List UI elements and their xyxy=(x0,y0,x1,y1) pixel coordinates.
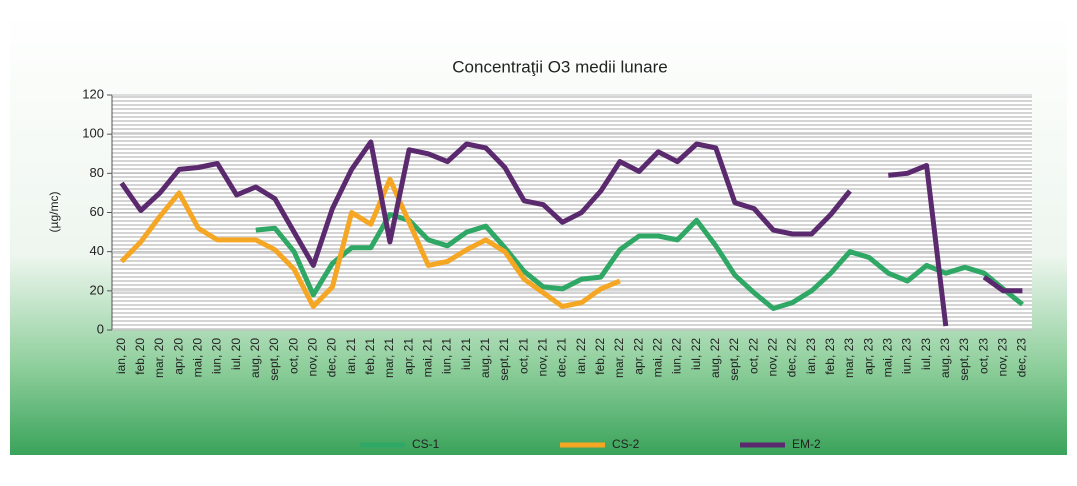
x-tick-label: sept, 23 xyxy=(957,338,971,381)
x-tick-label: oct, 20 xyxy=(286,338,300,374)
x-tick-label: mai, 20 xyxy=(190,338,204,378)
y-tick-label: 80 xyxy=(90,165,104,180)
x-tick-label: aug, 20 xyxy=(248,338,262,378)
x-tick-label: nov, 22 xyxy=(765,338,779,377)
x-tick-label: oct, 23 xyxy=(976,338,990,374)
x-tick-label: feb, 22 xyxy=(593,338,607,375)
x-tick-label: feb, 23 xyxy=(823,338,837,375)
series-line xyxy=(255,212,1024,311)
legend-label: CS-1 xyxy=(412,437,440,451)
x-tick-label: dec, 21 xyxy=(555,338,569,378)
x-tick-label: nov, 20 xyxy=(305,338,319,377)
x-tick-label: aug, 23 xyxy=(938,338,952,378)
series-line xyxy=(119,176,621,309)
x-tick-label: feb, 21 xyxy=(363,338,377,375)
x-tick-label: dec, 23 xyxy=(1015,338,1029,378)
x-tick-label: iun, 23 xyxy=(900,338,914,374)
x-tick-label: ian, 21 xyxy=(344,338,358,374)
x-tick-label: iul, 22 xyxy=(689,338,703,370)
y-tick-label: 20 xyxy=(90,282,104,297)
x-tick-label: apr, 20 xyxy=(171,338,185,375)
y-tick-label: 60 xyxy=(90,204,104,219)
x-tick-label: mar, 22 xyxy=(612,338,626,378)
x-tick-label: ian, 20 xyxy=(114,338,128,374)
x-tick-label: aug, 22 xyxy=(708,338,722,378)
legend-label: CS-2 xyxy=(612,437,640,451)
x-tick-label: nov, 23 xyxy=(995,338,1009,377)
x-tick-label: ian, 23 xyxy=(804,338,818,374)
y-tick-label: 100 xyxy=(82,126,104,141)
x-tick-label: mar, 23 xyxy=(842,338,856,378)
x-tick-label: sept, 21 xyxy=(497,338,511,381)
x-tick-label: oct, 22 xyxy=(746,338,760,374)
x-tick-label: apr, 23 xyxy=(861,338,875,375)
x-tick-label: ian, 22 xyxy=(574,338,588,374)
legend-label: EM-2 xyxy=(792,437,821,451)
x-tick-label: iun, 20 xyxy=(210,338,224,374)
x-tick-label: oct, 21 xyxy=(516,338,530,374)
x-tick-label: apr, 22 xyxy=(631,338,645,375)
x-tick-label: iun, 22 xyxy=(670,338,684,374)
x-tick-label: mai, 23 xyxy=(880,338,894,378)
x-tick-label: iun, 21 xyxy=(440,338,454,374)
x-tick-label: mai, 22 xyxy=(650,338,664,378)
x-tick-label: mai, 21 xyxy=(420,338,434,378)
x-tick-label: iul, 23 xyxy=(919,338,933,370)
y-tick-label: 40 xyxy=(90,243,104,258)
y-tick-label: 120 xyxy=(82,86,104,101)
series-line xyxy=(119,139,1023,327)
y-tick-label: 0 xyxy=(97,321,104,336)
x-tick-label: mar, 21 xyxy=(382,338,396,378)
chart-title: Concentraţii O3 medii lunare xyxy=(452,57,667,76)
x-tick-label: aug, 21 xyxy=(478,338,492,378)
x-tick-label: dec, 20 xyxy=(325,338,339,378)
y-axis-label: (µg/mc) xyxy=(47,192,61,233)
x-tick-label: mar, 20 xyxy=(152,338,166,378)
x-tick-label: dec, 22 xyxy=(785,338,799,378)
x-tick-label: apr, 21 xyxy=(401,338,415,375)
x-tick-label: feb, 20 xyxy=(133,338,147,375)
x-tick-label: nov, 21 xyxy=(535,338,549,377)
x-tick-label: iul, 21 xyxy=(459,338,473,370)
x-tick-label: sept, 22 xyxy=(727,338,741,381)
x-tick-label: sept, 20 xyxy=(267,338,281,381)
x-tick-label: iul, 20 xyxy=(229,338,243,370)
